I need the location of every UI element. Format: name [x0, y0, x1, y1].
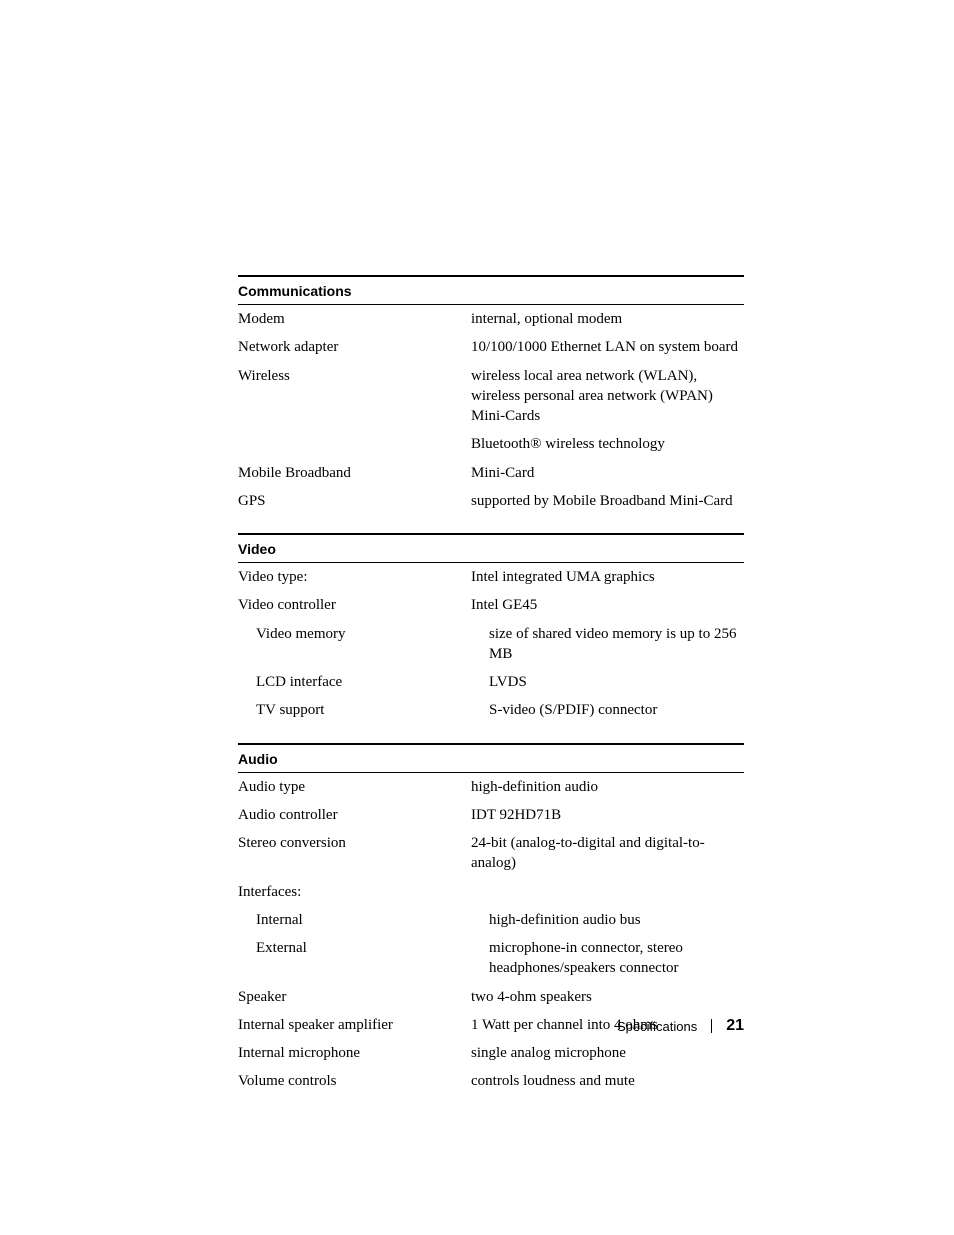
spec-label: Stereo conversion [238, 833, 471, 853]
spec-label: Volume controls [238, 1071, 471, 1091]
spec-row: Network adapter 10/100/1000 Ethernet LAN… [238, 333, 744, 361]
spec-row: LCD interface LVDS [238, 668, 744, 696]
section-header-audio: Audio [238, 745, 744, 773]
spec-value: S-video (S/PDIF) connector [489, 700, 744, 720]
spec-row: Audio type high-definition audio [238, 773, 744, 801]
spec-value: high-definition audio bus [489, 910, 744, 930]
spec-value: high-definition audio [471, 777, 744, 797]
spec-label: Modem [238, 309, 471, 329]
spec-value: Bluetooth® wireless technology [471, 434, 744, 454]
footer-section-name: Specifications [617, 1019, 697, 1034]
section-header-video: Video [238, 535, 744, 563]
spec-row: TV support S-video (S/PDIF) connector [238, 696, 744, 724]
spec-value: size of shared video memory is up to 256… [489, 624, 744, 665]
spec-value: microphone-in connector, stereo headphon… [489, 938, 744, 979]
spec-value: IDT 92HD71B [471, 805, 744, 825]
section-audio: Audio Audio type high-definition audio A… [238, 743, 744, 1096]
footer-page-number: 21 [726, 1017, 744, 1035]
spec-value: Intel GE45 [471, 595, 744, 615]
spec-row: Stereo conversion 24-bit (analog-to-digi… [238, 829, 744, 878]
spec-label: Audio type [238, 777, 471, 797]
section-video: Video Video type: Intel integrated UMA g… [238, 533, 744, 725]
spec-row: Modem internal, optional modem [238, 305, 744, 333]
spec-value: controls loudness and mute [471, 1071, 744, 1091]
spec-row: Video controller Intel GE45 [238, 591, 744, 619]
spec-label: Internal microphone [238, 1043, 471, 1063]
spec-value: internal, optional modem [471, 309, 744, 329]
spec-label: Interfaces: [238, 882, 471, 902]
spec-value: Intel integrated UMA graphics [471, 567, 744, 587]
spec-value: wireless local area network (WLAN), wire… [471, 366, 744, 427]
section-header-communications: Communications [238, 277, 744, 305]
spec-label: Audio controller [238, 805, 471, 825]
spec-label: External [238, 938, 489, 958]
spec-label: Wireless [238, 366, 471, 386]
spec-row: Speaker two 4-ohm speakers [238, 983, 744, 1011]
spec-row: Wireless wireless local area network (WL… [238, 362, 744, 431]
spec-label: Internal speaker amplifier [238, 1015, 471, 1035]
spec-label: GPS [238, 491, 471, 511]
spec-row: Bluetooth® wireless technology [238, 430, 744, 458]
spec-label: Mobile Broadband [238, 463, 471, 483]
spec-label: Speaker [238, 987, 471, 1007]
spec-row: Internal high-definition audio bus [238, 906, 744, 934]
spec-value: single analog microphone [471, 1043, 744, 1063]
spec-row: Internal microphone single analog microp… [238, 1039, 744, 1067]
spec-value: Mini-Card [471, 463, 744, 483]
page-footer: Specifications 21 [617, 1017, 744, 1035]
spec-row: GPS supported by Mobile Broadband Mini-C… [238, 487, 744, 515]
spec-label: Internal [238, 910, 489, 930]
spec-label: Video type: [238, 567, 471, 587]
spec-row: Audio controller IDT 92HD71B [238, 801, 744, 829]
spec-value: 10/100/1000 Ethernet LAN on system board [471, 337, 744, 357]
spec-label: Video controller [238, 595, 471, 615]
spec-value: 24-bit (analog-to-digital and digital-to… [471, 833, 744, 874]
spec-value: LVDS [489, 672, 744, 692]
spec-value: supported by Mobile Broadband Mini-Card [471, 491, 744, 511]
spec-label: LCD interface [238, 672, 489, 692]
spec-label: Video memory [238, 624, 489, 644]
spec-row: Volume controls controls loudness and mu… [238, 1067, 744, 1095]
spec-row: Interfaces: [238, 878, 744, 906]
spec-value: two 4-ohm speakers [471, 987, 744, 1007]
spec-row: Mobile Broadband Mini-Card [238, 459, 744, 487]
spec-label: TV support [238, 700, 489, 720]
spec-row: Video memory size of shared video memory… [238, 620, 744, 669]
footer-divider [711, 1019, 712, 1033]
spec-label: Network adapter [238, 337, 471, 357]
page: Communications Modem internal, optional … [0, 0, 954, 1235]
section-communications: Communications Modem internal, optional … [238, 275, 744, 515]
spec-row: Video type: Intel integrated UMA graphic… [238, 563, 744, 591]
spec-row: External microphone-in connector, stereo… [238, 934, 744, 983]
